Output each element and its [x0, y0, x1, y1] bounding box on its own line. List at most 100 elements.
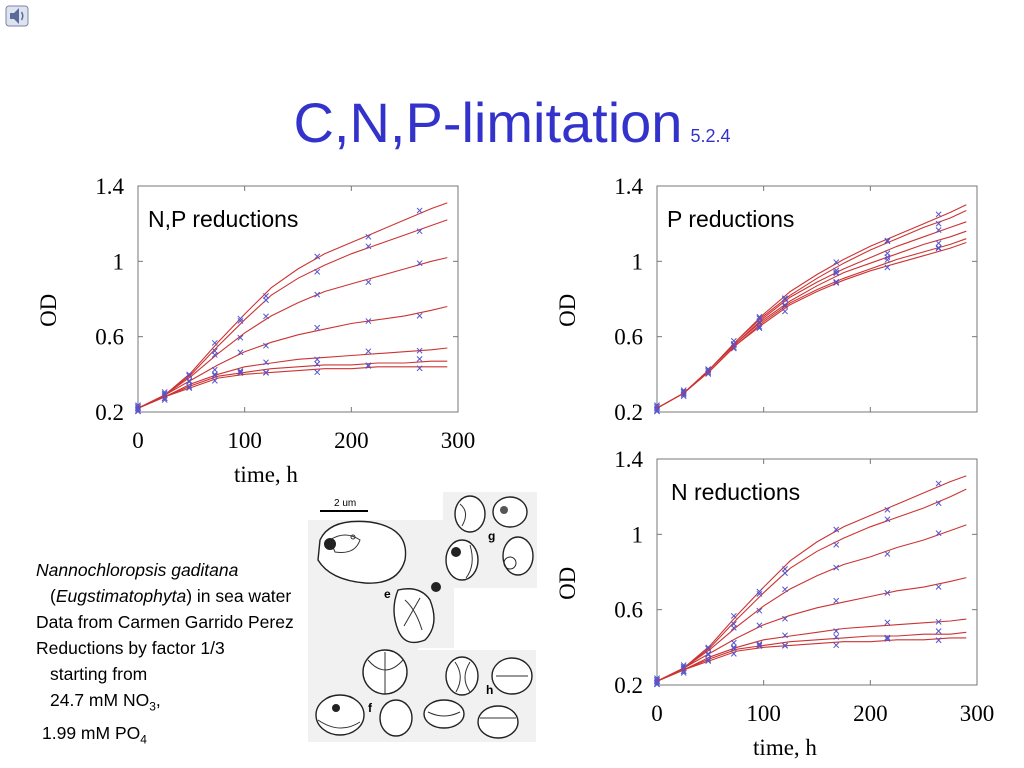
data-point-marker [756, 607, 763, 614]
x-tick-label: 0 [132, 428, 144, 453]
data-point-marker [756, 590, 763, 597]
data-point-marker [680, 388, 687, 395]
caption-species: Nannochloropsis gaditana [36, 560, 239, 580]
y-axis-label: OD [555, 567, 580, 600]
data-point-marker [705, 656, 712, 663]
data-point-marker [237, 315, 244, 322]
title-section-number: 5.2.4 [690, 126, 731, 146]
series-line-5 [656, 238, 967, 409]
micrograph-panel-h: h [418, 650, 536, 742]
x-tick-label: 200 [334, 428, 369, 453]
data-point-marker [782, 632, 788, 639]
data-point-marker [314, 360, 321, 367]
data-point-marker [365, 318, 372, 325]
data-point-marker [884, 264, 891, 271]
data-point-marker [935, 227, 942, 234]
data-point-marker [186, 383, 193, 390]
data-point-marker [654, 408, 660, 415]
data-point-marker [416, 312, 423, 319]
data-point-marker [211, 377, 218, 384]
x-tick-label: 100 [227, 428, 262, 453]
micrograph-label-f: f [368, 701, 373, 715]
micrograph-label-h: h [486, 683, 493, 697]
data-point-marker [416, 228, 423, 235]
data-point-marker [365, 243, 372, 250]
data-point-marker [365, 279, 372, 286]
series-line-4 [656, 577, 967, 682]
data-point-marker [833, 541, 840, 548]
data-point-marker [161, 390, 168, 397]
data-point-marker [237, 334, 244, 341]
x-tick-label: 200 [853, 701, 888, 726]
data-point-marker [884, 238, 891, 245]
series-line-2 [656, 488, 967, 682]
data-point-marker [884, 636, 891, 642]
data-point-marker [833, 628, 840, 635]
data-point-marker [135, 405, 141, 412]
plot-frame [137, 185, 459, 413]
data-point-marker [935, 637, 942, 644]
data-point-marker [756, 641, 763, 648]
series-line-4 [656, 230, 967, 409]
data-point-marker [782, 308, 788, 315]
data-point-marker [782, 615, 788, 622]
chart-n-reductions: 0.2 0.6 1 1.4 0 100 200 300 time, h OD N reduction… [555, 447, 994, 760]
caption-no3: 24.7 mM NO3, [50, 690, 161, 714]
y-tick-label: 1 [632, 249, 644, 274]
data-point-marker [365, 348, 372, 355]
figure-caption: Nannochloropsis gaditana (Eugstimatophyt… [36, 557, 294, 752]
x-tick-label: 300 [441, 428, 476, 453]
y-tick-label: 0.2 [95, 400, 124, 425]
data-point-marker [237, 368, 244, 375]
data-point-marker [935, 240, 942, 247]
y-tick-label: 0.6 [614, 325, 643, 350]
speaker-icon[interactable] [4, 2, 30, 28]
data-point-marker [705, 651, 712, 658]
data-point-marker [756, 323, 763, 330]
data-point-marker [416, 347, 423, 354]
micrograph-label-g: g [488, 529, 495, 543]
data-point-marker [884, 516, 891, 523]
data-point-marker [211, 366, 218, 373]
data-point-marker [884, 506, 891, 513]
data-point-marker [314, 356, 321, 363]
micrograph-panel-e: 2 um e [308, 498, 454, 648]
title-text: C,N,P-limitation [293, 91, 683, 154]
data-point-marker [705, 370, 712, 377]
series-line-2 [656, 210, 967, 409]
data-point-marker [833, 642, 840, 649]
caption-po4: 1.99 mM PO4 [42, 722, 147, 747]
data-point-marker [314, 324, 321, 331]
data-point-marker [782, 296, 788, 303]
data-point-marker [833, 633, 840, 640]
series-line-1 [656, 204, 967, 409]
data-point-marker [680, 663, 687, 670]
data-point-marker [654, 676, 660, 683]
data-point-marker [237, 349, 244, 356]
series-line-6 [656, 241, 967, 409]
data-point-marker [884, 589, 891, 596]
data-point-marker [680, 669, 687, 676]
panel-label: N reductions [671, 479, 800, 505]
plot-frame [656, 458, 978, 686]
data-point-marker [756, 313, 763, 320]
data-point-marker [730, 624, 737, 631]
plot-frame [656, 185, 978, 413]
data-point-marker [730, 341, 737, 348]
data-point-marker [186, 378, 193, 385]
data-point-marker [161, 396, 168, 403]
series-line-5 [656, 618, 967, 682]
data-point-marker [884, 254, 891, 261]
data-point-marker [416, 365, 423, 372]
data-point-marker [314, 253, 321, 260]
x-tick-label: 100 [746, 701, 781, 726]
data-point-marker [782, 295, 788, 302]
data-point-marker [884, 619, 891, 626]
panel-label: N,P reductions [148, 206, 298, 232]
data-point-marker [211, 371, 218, 378]
data-point-marker [833, 270, 840, 277]
micrograph-label-e: e [384, 587, 391, 601]
data-point-marker [730, 639, 737, 646]
data-point-marker [654, 403, 660, 410]
series-line-3 [137, 257, 448, 409]
